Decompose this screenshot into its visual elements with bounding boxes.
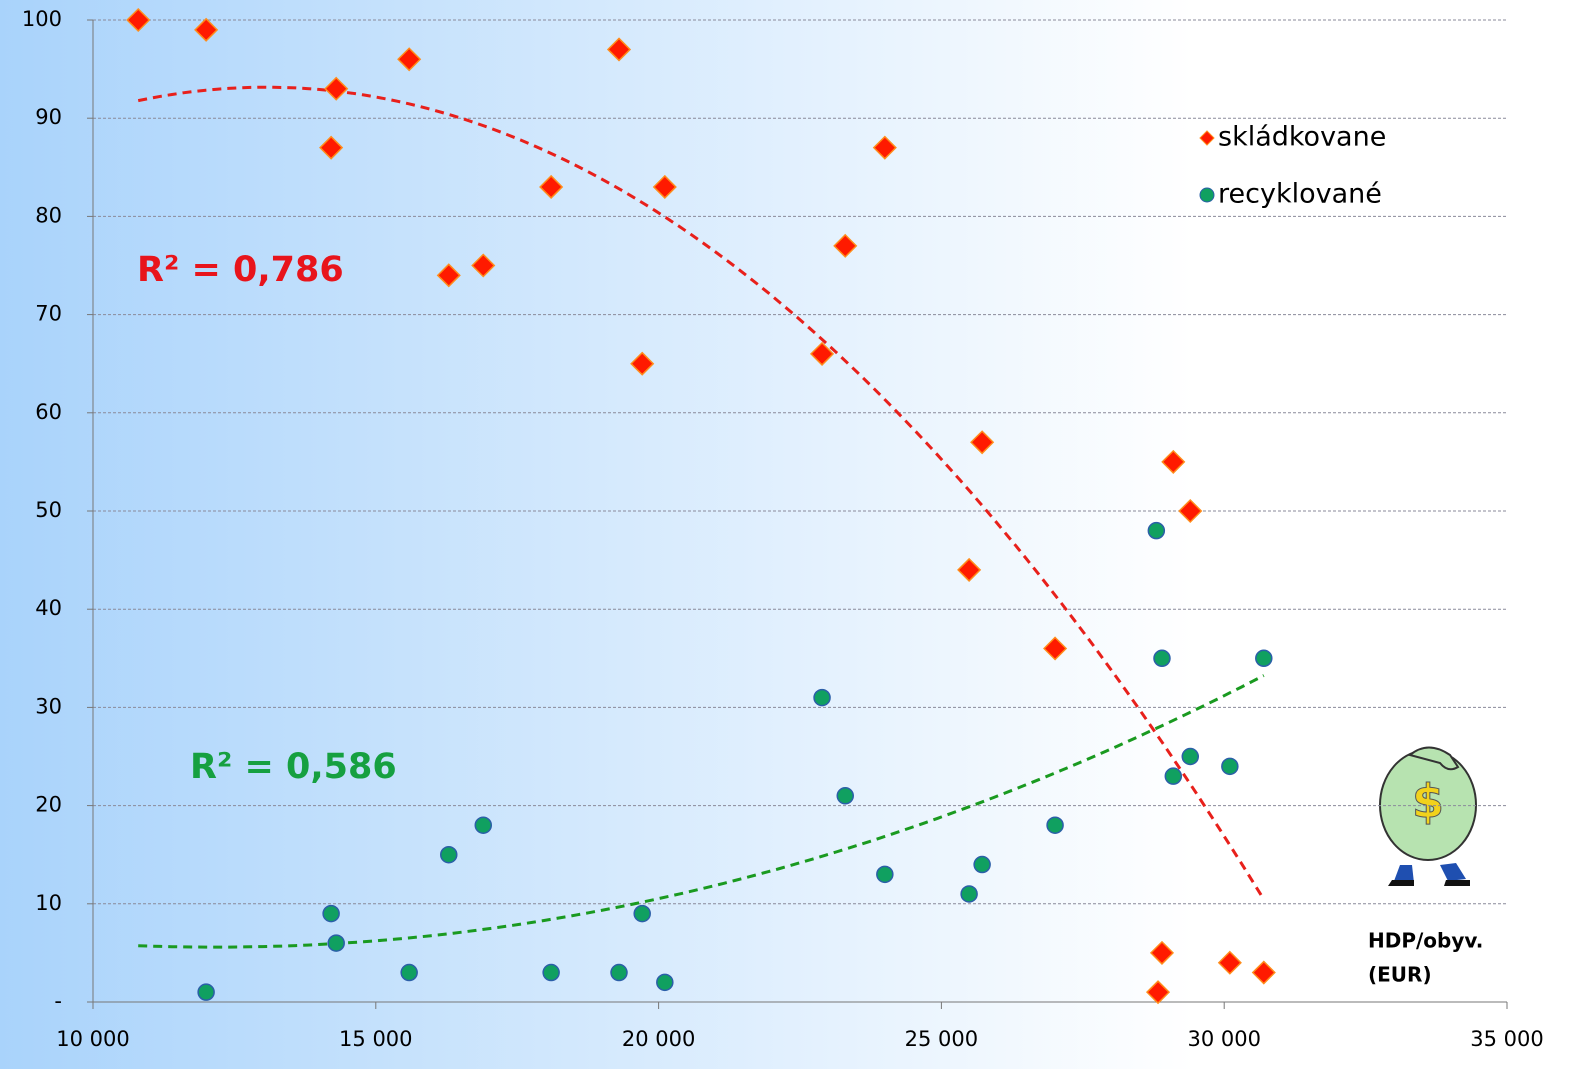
point	[441, 847, 457, 863]
point	[1148, 523, 1164, 539]
y-tick-label: 90	[35, 105, 62, 129]
point	[1047, 817, 1063, 833]
legend-label: recyklované	[1218, 179, 1382, 210]
y-tick-label: 50	[35, 498, 62, 522]
y-tick-label: 80	[35, 203, 62, 227]
point	[1222, 758, 1238, 774]
point	[401, 965, 417, 981]
y-tick-label: 100	[22, 7, 62, 31]
point	[1182, 749, 1198, 765]
point	[543, 965, 559, 981]
point	[328, 935, 344, 951]
x-axis-label: HDP/obyv.	[1368, 929, 1483, 953]
point	[1154, 650, 1170, 666]
x-tick-label: 20 000	[622, 1027, 695, 1051]
svg-text:$: $	[1412, 775, 1444, 829]
point	[1165, 768, 1181, 784]
point	[611, 965, 627, 981]
point	[657, 974, 673, 990]
point	[974, 857, 990, 873]
point	[198, 984, 214, 1000]
point	[323, 906, 339, 922]
y-tick-label: 30	[35, 694, 62, 718]
point	[837, 788, 853, 804]
annotation: R² = 0,786	[137, 250, 344, 290]
y-tick-label: -	[54, 989, 62, 1013]
point	[634, 906, 650, 922]
y-tick-label: 10	[35, 891, 62, 915]
point	[1256, 650, 1272, 666]
legend-marker	[1200, 188, 1214, 202]
x-tick-label: 10 000	[56, 1027, 129, 1051]
y-tick-label: 60	[35, 400, 62, 424]
y-tick-label: 40	[35, 596, 62, 620]
point	[877, 866, 893, 882]
point	[961, 886, 977, 902]
x-tick-label: 25 000	[905, 1027, 978, 1051]
y-tick-label: 20	[35, 793, 62, 817]
chart: R² = 0,786 R² = 0,586 HDP/obyv. (EUR) $ …	[0, 0, 1593, 1069]
x-tick-label: 35 000	[1470, 1027, 1543, 1051]
annotation: R² = 0,586	[190, 747, 397, 787]
x-tick-label: 30 000	[1187, 1027, 1260, 1051]
x-axis-label: (EUR)	[1368, 963, 1432, 987]
point	[814, 690, 830, 706]
x-tick-label: 15 000	[339, 1027, 412, 1051]
page: R² = 0,786 R² = 0,586 HDP/obyv. (EUR) $ …	[0, 0, 1593, 1069]
background	[0, 0, 1593, 1069]
point	[475, 817, 491, 833]
y-tick-label: 70	[35, 302, 62, 326]
legend-label: skládkovane	[1218, 122, 1386, 153]
